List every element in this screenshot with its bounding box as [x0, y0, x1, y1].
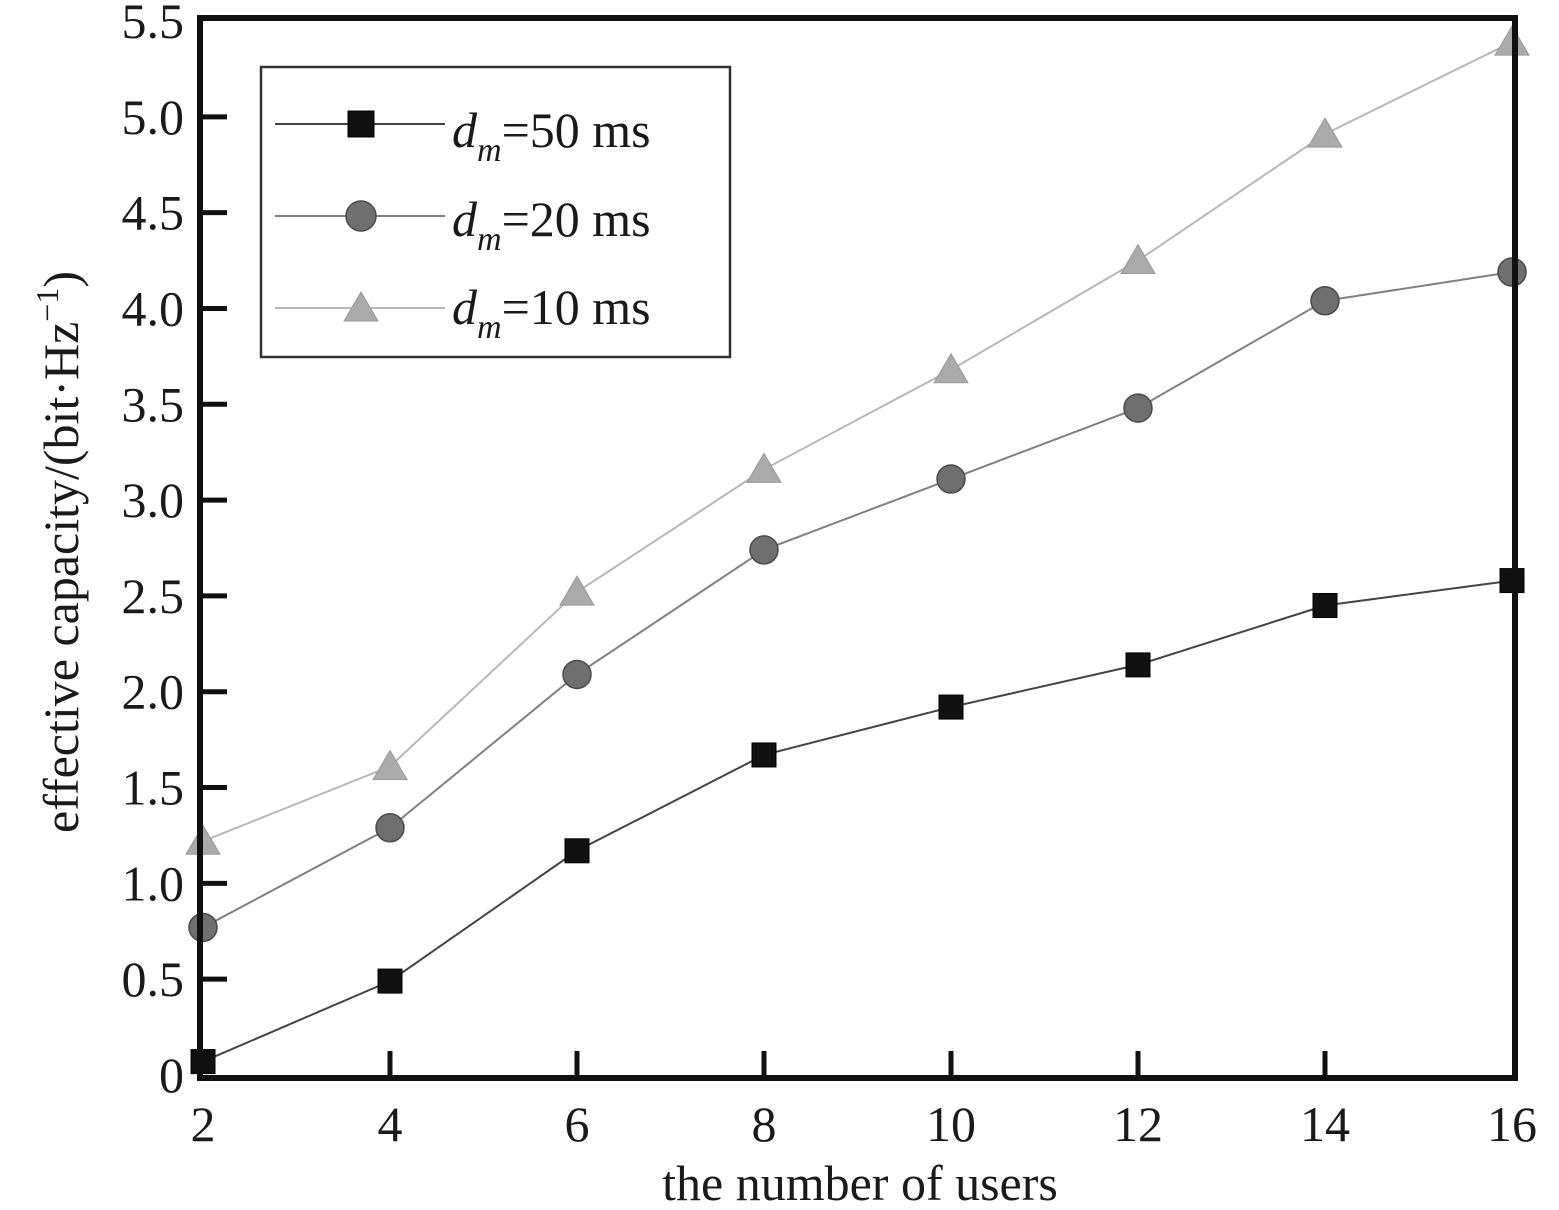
data-point-dm-20-ms: [749, 535, 779, 565]
data-point-dm-10-ms: [746, 452, 782, 483]
legend-marker-square: [347, 110, 375, 138]
x-tick-label: 16: [1487, 1096, 1537, 1152]
y-tick-label: 5.0: [122, 89, 185, 145]
x-tick-label: 4: [378, 1096, 403, 1152]
y-tick-label: 1.0: [122, 855, 185, 911]
data-point-dm-50-ms: [751, 742, 777, 768]
legend-subscript: m: [477, 309, 502, 346]
legend-symbol: d: [452, 102, 478, 158]
y-axis-title-close: ): [33, 271, 89, 288]
y-axis-title-exponent: −1: [29, 288, 65, 322]
data-point-dm-50-ms: [938, 694, 964, 720]
x-tick-label: 12: [1113, 1096, 1163, 1152]
data-point-dm-10-ms: [559, 575, 595, 606]
y-tick-label: 1.5: [122, 760, 185, 816]
x-tick-label: 8: [752, 1096, 777, 1152]
data-point-dm-10-ms: [933, 352, 969, 384]
y-tick-label: 0.5: [122, 951, 185, 1007]
plot-frame: [197, 15, 1518, 1081]
data-point-dm-20-ms: [375, 813, 405, 843]
y-axis-title: effective capacity/(bit·Hz−1): [29, 271, 89, 833]
x-tick-label: 10: [926, 1096, 976, 1152]
x-tick-label: 2: [191, 1096, 216, 1152]
legend-value: =50 ms: [502, 102, 651, 158]
legend-symbol: d: [452, 279, 478, 335]
y-tick-label: 2.5: [122, 568, 185, 624]
y-tick-label: 4.5: [122, 185, 185, 241]
data-point-dm-20-ms: [1310, 286, 1340, 316]
y-tick-label: 5.5: [122, 0, 185, 49]
y-axis-title-main: effective capacity/(bit·Hz: [33, 322, 89, 833]
y-tick-label: 4.0: [122, 280, 185, 336]
y-tick-label: 3.0: [122, 472, 185, 528]
series-line-dm-50-ms: [202, 579, 1513, 1063]
legend: dm=50 ms dm=20 ms dm=10 ms: [259, 65, 732, 359]
legend-label-dm-50: dm=50 ms: [452, 102, 651, 169]
data-point-dm-20-ms: [936, 464, 966, 494]
y-tick-label: 2.0: [122, 664, 185, 720]
legend-value: =10 ms: [502, 279, 651, 335]
data-point-dm-50-ms: [1312, 592, 1338, 618]
data-point-dm-10-ms: [1120, 243, 1156, 275]
x-axis-title: the number of users: [662, 1155, 1058, 1210]
series-line-dm-10-ms: [202, 41, 1513, 843]
data-point-dm-10-ms: [372, 749, 408, 780]
legend-label-dm-20: dm=20 ms: [452, 191, 651, 258]
data-point-dm-50-ms: [377, 968, 403, 994]
series-line-dm-20-ms: [202, 271, 1513, 929]
legend-subscript: m: [477, 221, 502, 258]
axis-ticks: 2 4 6 8 10 12 14 16 0 0.5 1.0 1.5 2.0 2.5 3.0 3.5 4.0 4.5…: [122, 0, 1538, 1152]
data-point-dm-20-ms: [1123, 393, 1153, 423]
x-tick-label: 6: [565, 1096, 590, 1152]
data-point-dm-50-ms: [1125, 652, 1151, 678]
data-point-dm-20-ms: [562, 659, 592, 690]
y-tick-label: 3.5: [122, 376, 185, 432]
legend-label-dm-10: dm=10 ms: [452, 279, 651, 346]
legend-subscript: m: [477, 132, 502, 169]
y-tick-label: 0: [159, 1047, 184, 1103]
legend-value: =20 ms: [502, 191, 651, 247]
data-point-dm-10-ms: [1307, 117, 1343, 148]
legend-symbol: d: [452, 191, 478, 247]
data-point-dm-50-ms: [564, 838, 590, 864]
legend-marker-circle: [345, 200, 377, 232]
x-tick-label: 14: [1300, 1096, 1350, 1152]
legend-marker-triangle: [343, 291, 379, 322]
